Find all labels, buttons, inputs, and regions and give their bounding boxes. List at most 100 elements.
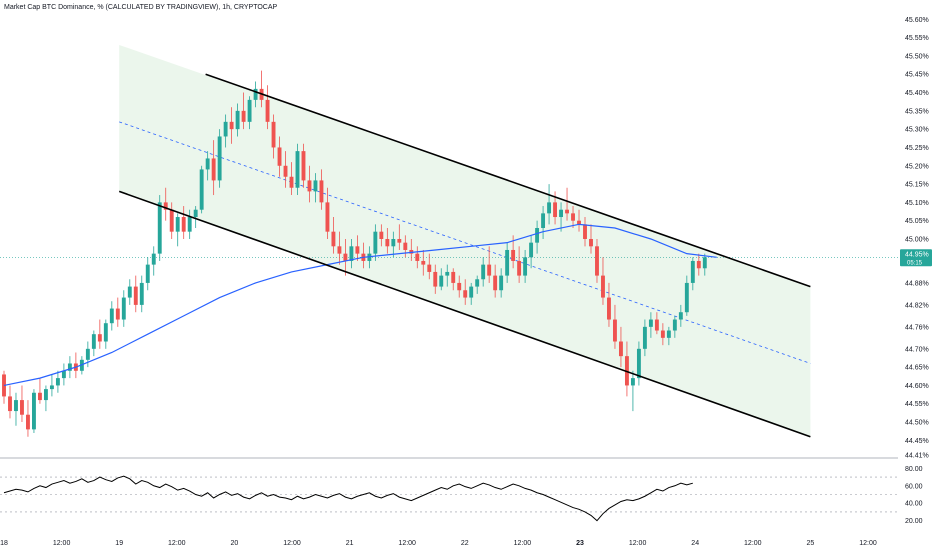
price-tick-label: 45.25% <box>905 145 929 152</box>
candle-body <box>451 271 456 283</box>
candle-body <box>205 158 210 170</box>
candle-body <box>49 385 54 390</box>
candle-body <box>26 414 30 430</box>
candle-body <box>301 151 306 181</box>
candle-body <box>223 121 228 137</box>
candle-body <box>654 319 659 331</box>
candle-body <box>61 370 66 379</box>
candle-body <box>193 209 198 218</box>
candle-body <box>565 209 569 214</box>
time-tick-label: 18 <box>0 540 8 547</box>
candle-body <box>295 151 300 188</box>
candle-body <box>529 242 534 258</box>
candle-body <box>319 180 324 203</box>
candle-body <box>241 110 246 122</box>
candle-body <box>2 374 6 397</box>
candle-body <box>648 319 653 327</box>
moving-average-line <box>3 223 717 387</box>
time-tick-label: 19 <box>115 540 123 547</box>
time-tick-label: 12:00 <box>629 540 647 547</box>
candle-body <box>163 202 168 210</box>
candle-body <box>690 260 695 283</box>
candle-body <box>97 334 102 342</box>
price-tick-label: 44.88% <box>905 280 929 287</box>
candle-body <box>37 392 42 401</box>
candle-body <box>349 246 354 261</box>
candle-body <box>684 282 689 313</box>
channel-midline <box>119 121 811 364</box>
candle-body <box>517 260 522 276</box>
candle-body <box>595 246 599 276</box>
candle-body <box>385 238 390 247</box>
candle-body <box>702 257 707 269</box>
price-tick-label: 45.15% <box>905 182 929 189</box>
candle-body <box>505 249 510 276</box>
rsi-tick-label: 40.00 <box>905 501 923 508</box>
candle-body <box>415 253 420 261</box>
time-tick-label: 22 <box>461 540 469 547</box>
candle-body <box>277 147 282 166</box>
candle-body <box>678 312 683 320</box>
current-price-badge <box>900 249 932 267</box>
time-tick-label: 24 <box>691 540 699 547</box>
candle-body <box>133 286 138 305</box>
time-tick-label: 12:00 <box>744 540 762 547</box>
candle-body <box>672 319 677 331</box>
price-tick-label: 45.60% <box>905 17 929 24</box>
candle-body <box>630 378 635 386</box>
candle-body <box>187 217 192 232</box>
candle-body <box>14 400 18 412</box>
candle-body <box>373 231 378 254</box>
candle-body <box>157 202 162 254</box>
price-tick-label: 44.70% <box>905 346 929 353</box>
candle-body <box>331 231 336 247</box>
channel-upper-line <box>205 73 811 288</box>
candle-body <box>660 330 665 338</box>
candle-body <box>481 264 486 280</box>
time-tick-label: 12:00 <box>168 540 186 547</box>
candle-body <box>457 282 462 291</box>
candle-body <box>469 286 474 298</box>
candle-body <box>175 217 180 232</box>
candle-body <box>181 217 186 232</box>
candle-body <box>535 228 540 243</box>
candle-body <box>109 308 114 324</box>
rsi-tick-label: 60.00 <box>905 483 923 490</box>
candle-body <box>636 348 641 379</box>
candle-body <box>541 213 546 229</box>
price-tick-label: 44.55% <box>905 401 929 408</box>
candle-body <box>499 275 504 291</box>
candle-body <box>43 389 48 401</box>
rsi-line <box>3 475 693 522</box>
candle-body <box>355 246 360 254</box>
price-tick-label: 45.35% <box>905 108 929 115</box>
price-tick-label: 44.41% <box>905 453 929 460</box>
candle-body <box>121 297 126 320</box>
candle-body <box>409 249 414 254</box>
price-tick-label: 44.60% <box>905 383 929 390</box>
candle-body <box>553 202 558 218</box>
candle-body <box>145 264 150 283</box>
price-tick-label: 45.55% <box>905 35 929 42</box>
price-tick-label: 45.50% <box>905 53 929 60</box>
candle-body <box>289 176 294 188</box>
candle-body <box>487 264 492 276</box>
candle-body <box>115 308 120 320</box>
time-tick-label: 20 <box>231 540 239 547</box>
price-tick-label: 45.45% <box>905 72 929 79</box>
candle-body <box>67 363 72 371</box>
candle-body <box>20 400 24 415</box>
candle-body <box>91 334 96 349</box>
candle-body <box>445 271 450 276</box>
candle-body <box>367 253 372 261</box>
price-tick-label: 45.00% <box>905 236 929 243</box>
candle-body <box>571 213 575 221</box>
price-tick-label: 44.65% <box>905 365 929 372</box>
time-tick-label: 21 <box>346 540 354 547</box>
candle-body <box>523 257 528 276</box>
candle-body <box>589 238 593 247</box>
time-tick-label: 12:00 <box>283 540 301 547</box>
candle-body <box>247 99 252 122</box>
candle-body <box>433 271 438 287</box>
